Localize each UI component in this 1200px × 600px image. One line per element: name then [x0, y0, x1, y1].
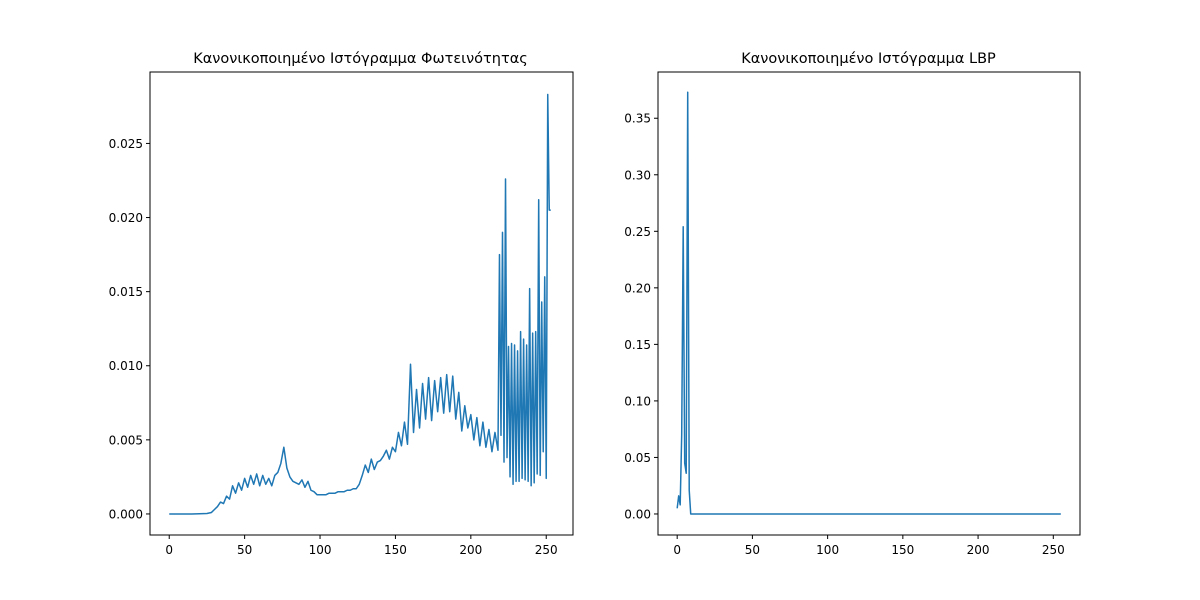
x-tick-label: 100: [309, 543, 332, 557]
axis-ticks: 0 50 100 150 200 250 0.000 0.005 0.010 0.015 0.020…: [109, 137, 558, 557]
luminance-histogram-chart: Κανονικοποιημένο Ιστόγραμμα Φωτεινότητας…: [109, 51, 574, 557]
x-tick-label: 200: [459, 543, 482, 557]
lbp-histogram-chart: Κανονικοποιημένο Ιστόγραμμα LBP 0 50 100 15…: [624, 51, 1081, 557]
y-tick-label: 0.010: [109, 359, 143, 373]
y-tick-label: 0.020: [109, 211, 143, 225]
y-tick-label: 0.10: [624, 394, 651, 408]
plot-area: [169, 93, 551, 515]
axes-frame: [149, 71, 574, 536]
x-tick-label: 50: [237, 543, 252, 557]
x-tick-label: 150: [384, 543, 407, 557]
axes-frame: [657, 71, 1081, 536]
y-tick-label: 0.000: [109, 507, 143, 521]
x-tick-label: 150: [891, 543, 914, 557]
x-tick-label: 0: [165, 543, 173, 557]
x-tick-label: 250: [535, 543, 558, 557]
x-tick-label: 0: [673, 543, 681, 557]
plot-area: [676, 91, 1061, 515]
y-tick-label: 0.05: [624, 451, 651, 465]
y-tick-label: 0.15: [624, 338, 651, 352]
y-tick-label: 0.25: [624, 225, 651, 239]
y-tick-label: 0.30: [624, 168, 651, 182]
y-tick-label: 0.005: [109, 433, 143, 447]
y-tick-label: 0.00: [624, 507, 651, 521]
x-tick-label: 250: [1042, 543, 1065, 557]
y-tick-label: 0.015: [109, 285, 143, 299]
y-tick-label: 0.025: [109, 137, 143, 151]
series-line-luminance: [169, 93, 551, 515]
y-tick-label: 0.20: [624, 281, 651, 295]
chart-title: Κανονικοποιημένο Ιστόγραμμα Φωτεινότητας: [193, 51, 528, 67]
series-line-lbp: [676, 91, 1061, 515]
chart-title: Κανονικοποιημένο Ιστόγραμμα LBP: [741, 51, 996, 67]
x-tick-label: 200: [967, 543, 990, 557]
axis-ticks: 0 50 100 150 200 250 0.00 0.05 0.10 0.15 0.20 0.25 0…: [624, 112, 1064, 557]
x-tick-label: 100: [816, 543, 839, 557]
y-tick-label: 0.35: [624, 112, 651, 126]
x-tick-label: 50: [745, 543, 760, 557]
